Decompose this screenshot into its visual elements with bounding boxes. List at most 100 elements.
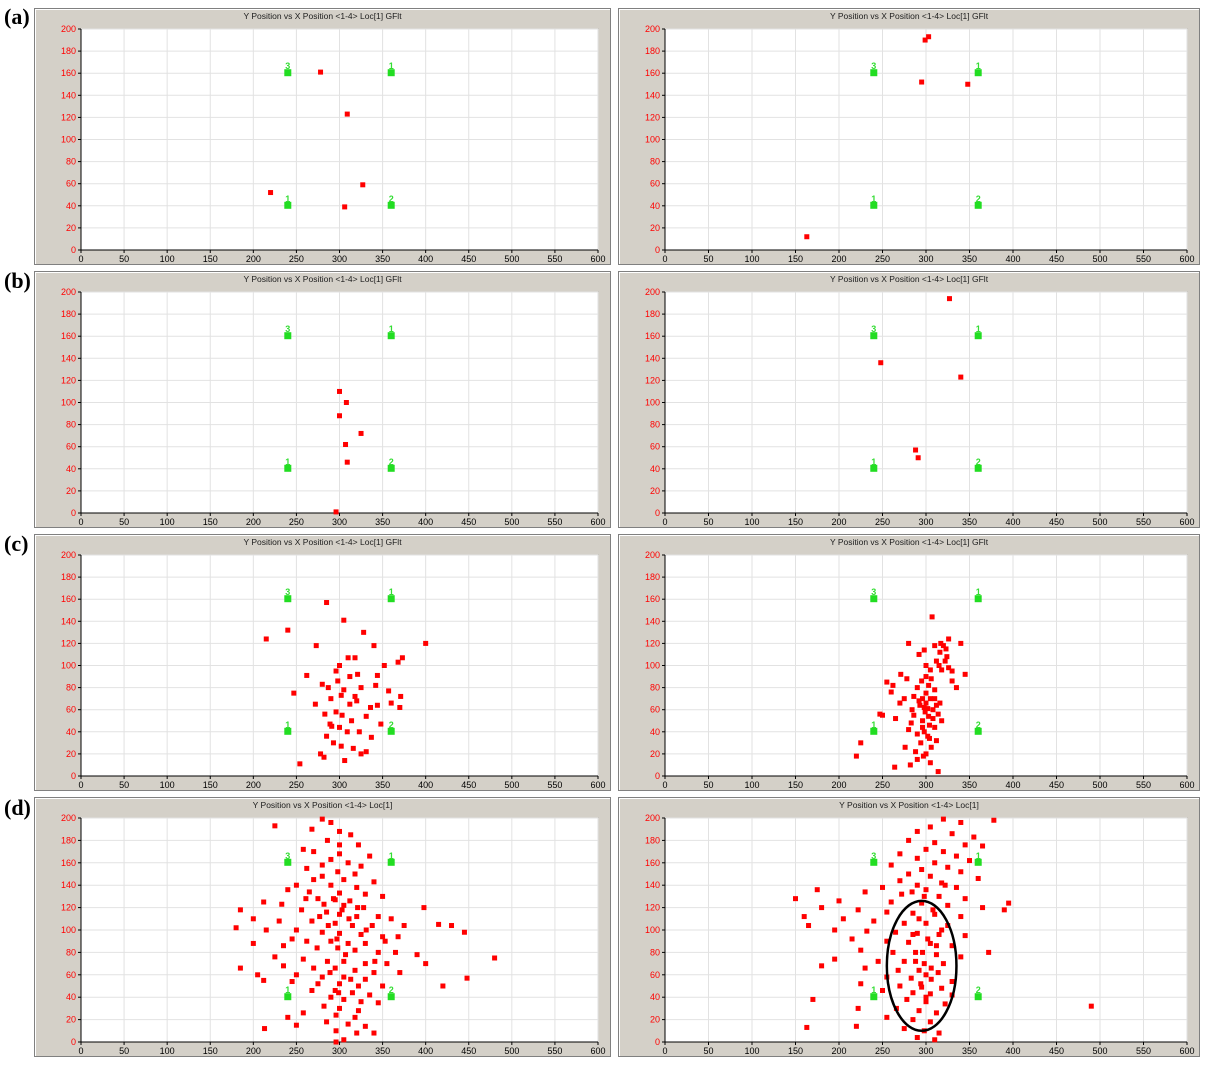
data-point [914,882,920,888]
anchor-marker [974,201,982,209]
y-tick-label: 120 [61,112,76,122]
data-point [890,682,896,688]
data-point [261,899,267,905]
data-point [362,891,368,897]
y-tick-label: 20 [66,223,76,233]
y-tick-label: 60 [650,970,660,980]
data-point [944,654,950,660]
data-point [940,961,946,967]
data-point [341,617,347,623]
x-tick-label: 0 [662,780,667,790]
anchor-marker [974,595,982,603]
data-point [309,826,315,832]
data-point [319,873,325,879]
data-point [363,927,369,933]
data-point [871,918,877,924]
data-point [319,816,325,822]
data-point [914,756,920,762]
data-point [347,674,353,680]
data-point [836,898,842,904]
data-point [233,925,239,931]
x-tick-label: 200 [246,1046,261,1056]
data-point [932,840,938,846]
data-point [888,899,894,905]
data-point [932,860,938,866]
x-tick-label: 150 [203,780,218,790]
data-point [285,627,291,633]
data-point [906,837,912,843]
data-point [354,914,360,920]
y-tick-label: 0 [71,771,76,781]
data-point [352,871,358,877]
anchor-label: 2 [389,720,394,730]
data-point [902,744,908,750]
y-tick-label: 160 [61,331,76,341]
data-point [321,901,327,907]
data-point [920,949,926,955]
y-tick-label: 160 [645,858,660,868]
y-tick-label: 180 [645,572,660,582]
data-point [926,713,932,719]
data-point [362,961,368,967]
data-point [991,817,997,823]
data-point [436,921,442,927]
data-point [910,931,916,937]
data-point [923,972,929,978]
x-tick-label: 200 [831,517,846,527]
anchor-marker [387,464,395,472]
data-point [926,682,932,688]
data-point [901,696,907,702]
data-point [928,744,934,750]
y-tick-label: 120 [61,375,76,385]
data-point [386,688,392,694]
data-point [378,721,384,727]
x-tick-label: 550 [547,780,562,790]
x-tick-label: 250 [289,517,304,527]
x-tick-label: 250 [289,780,304,790]
data-point [341,877,347,883]
data-point [341,1037,347,1043]
data-point [907,762,913,768]
data-point [927,760,933,766]
chart-plot: 0 50 100 150 200 250 300 350 400 450 500 550 600 0 20 4… [61,813,606,1056]
data-point [862,965,868,971]
data-point [293,972,299,978]
data-point [338,743,344,749]
data-point [936,663,942,668]
x-tick-label: 550 [547,254,562,264]
y-tick-label: 0 [71,508,76,518]
y-tick-label: 200 [645,24,660,34]
data-point [967,858,972,864]
data-point [321,1003,327,1009]
data-point [920,724,926,730]
y-tick-label: 120 [645,903,660,913]
x-tick-label: 150 [788,254,803,264]
data-point [324,958,330,964]
data-point [375,914,381,920]
data-point [346,916,352,922]
x-tick-label: 500 [1092,780,1107,790]
data-point [855,907,861,913]
data-point [300,1010,306,1016]
data-point [895,967,901,973]
data-point [380,934,386,940]
anchor-marker [870,595,878,603]
data-point [309,918,315,924]
data-point [899,891,905,897]
y-tick-label: 180 [61,572,76,582]
data-point [949,668,955,674]
data-point [945,864,951,870]
data-point [237,965,243,971]
anchor-label: 3 [285,61,290,71]
x-tick-label: 0 [78,517,83,527]
data-point [919,678,925,684]
anchor-label: 1 [976,324,981,334]
data-point [261,977,267,983]
data-point [324,837,330,843]
data-point [971,834,977,840]
data-point [958,954,964,960]
data-point [893,716,899,722]
x-tick-label: 300 [332,780,347,790]
data-point [953,853,959,859]
x-tick-label: 100 [744,780,759,790]
